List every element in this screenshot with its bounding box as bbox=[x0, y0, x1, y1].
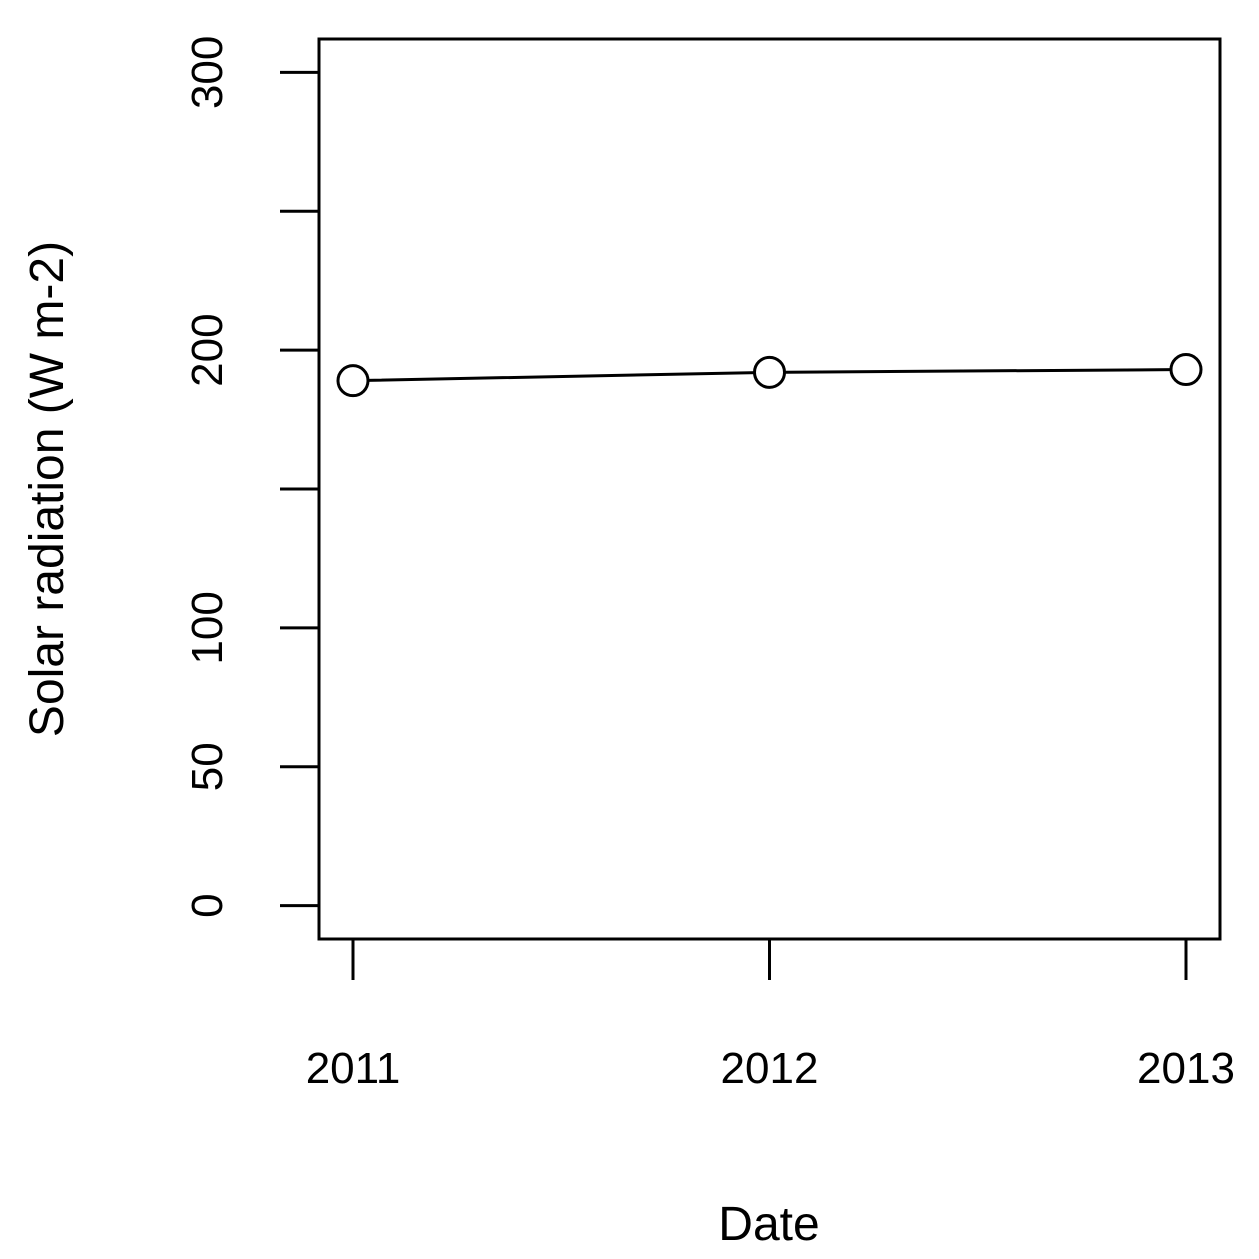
y-axis: 0 50 100 200 300 bbox=[183, 36, 319, 918]
y-axis-title: Solar radiation (W m-2) bbox=[21, 241, 74, 737]
x-axis: 2011 2012 2013 bbox=[306, 939, 1235, 1093]
y-tick-label: 100 bbox=[183, 591, 232, 664]
y-tick-label: 300 bbox=[183, 36, 232, 109]
x-axis-title: Date bbox=[718, 1198, 819, 1251]
data-point bbox=[1169, 353, 1203, 387]
y-tick-label: 200 bbox=[183, 313, 232, 386]
data-point bbox=[753, 355, 786, 389]
data-point bbox=[336, 364, 370, 398]
x-tick-label: 2011 bbox=[306, 1044, 401, 1093]
x-tick-label: 2013 bbox=[1137, 1044, 1235, 1093]
y-tick-label: 50 bbox=[183, 742, 232, 791]
plot-frame bbox=[317, 37, 1222, 941]
y-tick-label: 0 bbox=[183, 893, 232, 917]
x-tick-label: 2012 bbox=[721, 1044, 819, 1093]
series-layer bbox=[336, 353, 1203, 398]
